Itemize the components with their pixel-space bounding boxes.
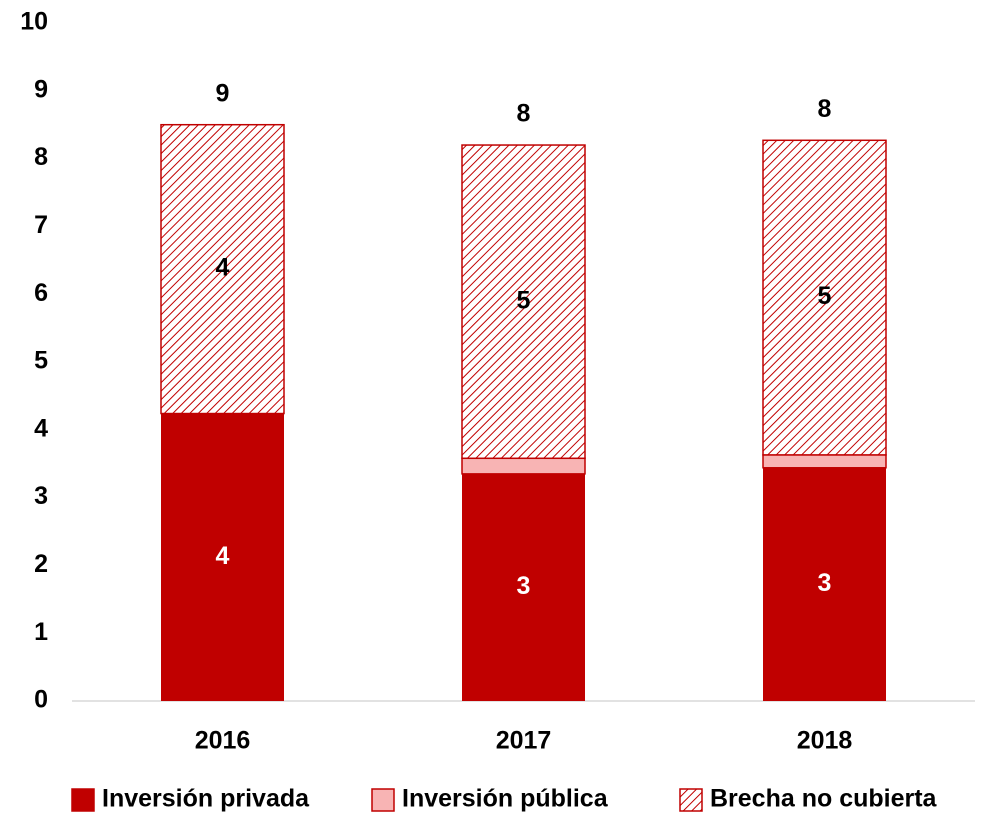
total-label: 9 [216, 79, 230, 107]
y-tick-label: 6 [34, 279, 48, 307]
legend-label: Inversión pública [402, 785, 609, 813]
bar-segment [461, 457, 586, 475]
value-label: 5 [517, 286, 531, 314]
y-tick-label: 5 [34, 347, 48, 375]
total-label: 8 [517, 100, 531, 128]
value-label: 3 [818, 569, 832, 597]
value-label: 4 [216, 542, 230, 570]
legend-swatch [71, 788, 95, 812]
bar-segment [462, 473, 585, 701]
y-tick-label: 8 [34, 143, 48, 171]
y-tick-label: 4 [34, 414, 48, 442]
y-tick-label: 2 [34, 550, 48, 578]
bar-segment [461, 144, 586, 460]
total-label: 8 [818, 95, 832, 123]
value-label: 5 [818, 282, 832, 310]
y-tick-label: 10 [20, 8, 48, 36]
y-tick-label: 9 [34, 75, 48, 103]
x-tick-label: 2016 [195, 727, 251, 755]
legend-label: Brecha no cubierta [710, 785, 938, 813]
y-tick-label: 1 [34, 618, 48, 646]
value-label: 4 [216, 254, 230, 282]
legend-label: Inversión privada [102, 785, 310, 813]
bar-segment [160, 123, 285, 415]
x-tick-label: 2018 [797, 727, 853, 755]
legend-swatch [371, 788, 395, 812]
x-tick-label: 2017 [496, 727, 552, 755]
bar-segment [762, 454, 887, 469]
bar-segment [763, 467, 886, 701]
legend-swatch [679, 788, 703, 812]
y-tick-label: 3 [34, 482, 48, 510]
value-label: 3 [517, 572, 531, 600]
y-tick-label: 0 [34, 686, 48, 714]
bar-segment [762, 139, 887, 456]
y-tick-label: 7 [34, 211, 48, 239]
bar-segment [161, 413, 284, 701]
